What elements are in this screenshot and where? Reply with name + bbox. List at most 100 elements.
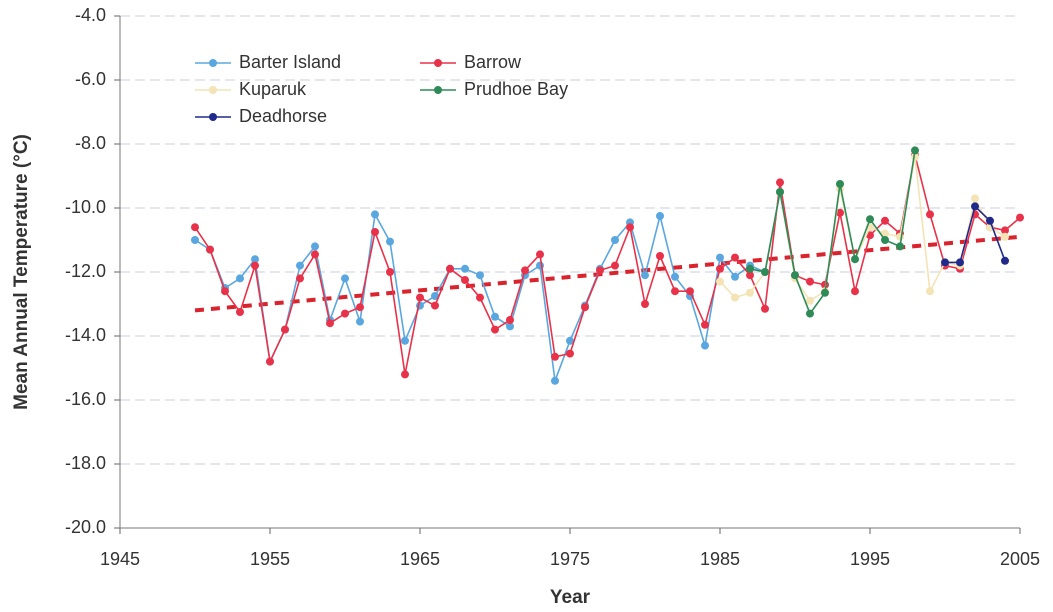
data-point [746, 271, 754, 280]
data-point [806, 277, 814, 286]
data-point [341, 274, 349, 283]
data-point [716, 264, 724, 273]
data-point [731, 272, 739, 281]
data-point [881, 229, 889, 238]
data-point [506, 322, 514, 331]
data-point [686, 287, 694, 296]
data-point [581, 303, 589, 312]
data-point [521, 266, 529, 275]
data-point [206, 245, 214, 254]
y-tick-label: -18.0 [65, 453, 106, 473]
y-tick-label: -8.0 [75, 133, 106, 153]
data-point [326, 319, 334, 328]
data-point [626, 223, 634, 232]
data-point [386, 237, 394, 246]
data-point [671, 287, 679, 296]
data-point [416, 293, 424, 302]
data-point [881, 236, 889, 244]
data-point [311, 242, 319, 251]
data-point [641, 271, 649, 280]
data-point [821, 288, 829, 297]
data-point [731, 293, 739, 302]
data-point [491, 312, 499, 321]
data-point [251, 261, 259, 270]
data-point [476, 271, 484, 280]
data-point [926, 210, 934, 219]
data-point [551, 376, 559, 385]
data-point [596, 266, 604, 275]
x-tick-label: 1985 [700, 549, 740, 569]
y-tick-label: -20.0 [65, 517, 106, 537]
data-point [941, 258, 949, 267]
data-point [611, 236, 619, 244]
data-point [296, 261, 304, 270]
data-point [251, 255, 259, 264]
data-point [656, 212, 664, 220]
y-tick-label: -10.0 [65, 197, 106, 217]
data-point [806, 309, 814, 318]
data-point [611, 261, 619, 270]
data-point [356, 303, 364, 312]
data-point [761, 304, 769, 313]
x-tick-label: 1965 [400, 549, 440, 569]
data-point [701, 341, 709, 350]
data-point [371, 228, 379, 236]
data-point [431, 301, 439, 310]
legend-label: Prudhoe Bay [464, 79, 568, 99]
data-point [986, 216, 994, 225]
legend-label: Kuparuk [239, 79, 307, 99]
data-point [911, 146, 919, 155]
y-axis-title: Mean Annual Temperature (°C) [11, 134, 32, 410]
legend-marker [209, 59, 217, 67]
data-point [731, 253, 739, 262]
data-point [401, 370, 409, 379]
data-point [536, 250, 544, 259]
data-point [491, 325, 499, 334]
data-point [281, 325, 289, 334]
y-tick-label: -16.0 [65, 389, 106, 409]
series-line [719, 156, 1006, 302]
x-tick-label: 2005 [1000, 549, 1040, 569]
data-point [566, 349, 574, 358]
data-point [836, 180, 844, 188]
data-point [431, 292, 439, 300]
data-point [446, 264, 454, 273]
data-point [896, 242, 904, 251]
data-point [506, 316, 514, 324]
data-point [671, 272, 679, 281]
legend-label: Barter Island [239, 52, 341, 72]
data-point [866, 215, 874, 224]
y-tick-label: -4.0 [75, 5, 106, 25]
data-point [971, 194, 979, 203]
data-point [1001, 226, 1009, 235]
x-tick-label: 1955 [250, 549, 290, 569]
data-point [656, 252, 664, 260]
data-point [236, 308, 244, 316]
data-point [701, 320, 709, 329]
data-point [716, 253, 724, 262]
y-tick-label: -6.0 [75, 69, 106, 89]
data-point [191, 236, 199, 244]
data-point [386, 268, 394, 276]
data-point [851, 255, 859, 264]
data-point [746, 288, 754, 297]
data-point [806, 296, 814, 305]
data-point [1016, 213, 1024, 222]
legend-label: Deadhorse [239, 106, 327, 126]
data-point [746, 264, 754, 273]
data-point [896, 232, 904, 241]
data-point [926, 287, 934, 296]
data-point [716, 277, 724, 286]
data-point [476, 293, 484, 302]
x-axis-title: Year [550, 587, 591, 608]
data-point [551, 352, 559, 361]
data-point [311, 250, 319, 259]
x-tick-label: 1995 [850, 549, 890, 569]
data-point [791, 271, 799, 280]
data-point [461, 264, 469, 273]
data-point [221, 287, 229, 296]
data-point [641, 300, 649, 308]
data-point [341, 309, 349, 318]
data-point [191, 223, 199, 232]
